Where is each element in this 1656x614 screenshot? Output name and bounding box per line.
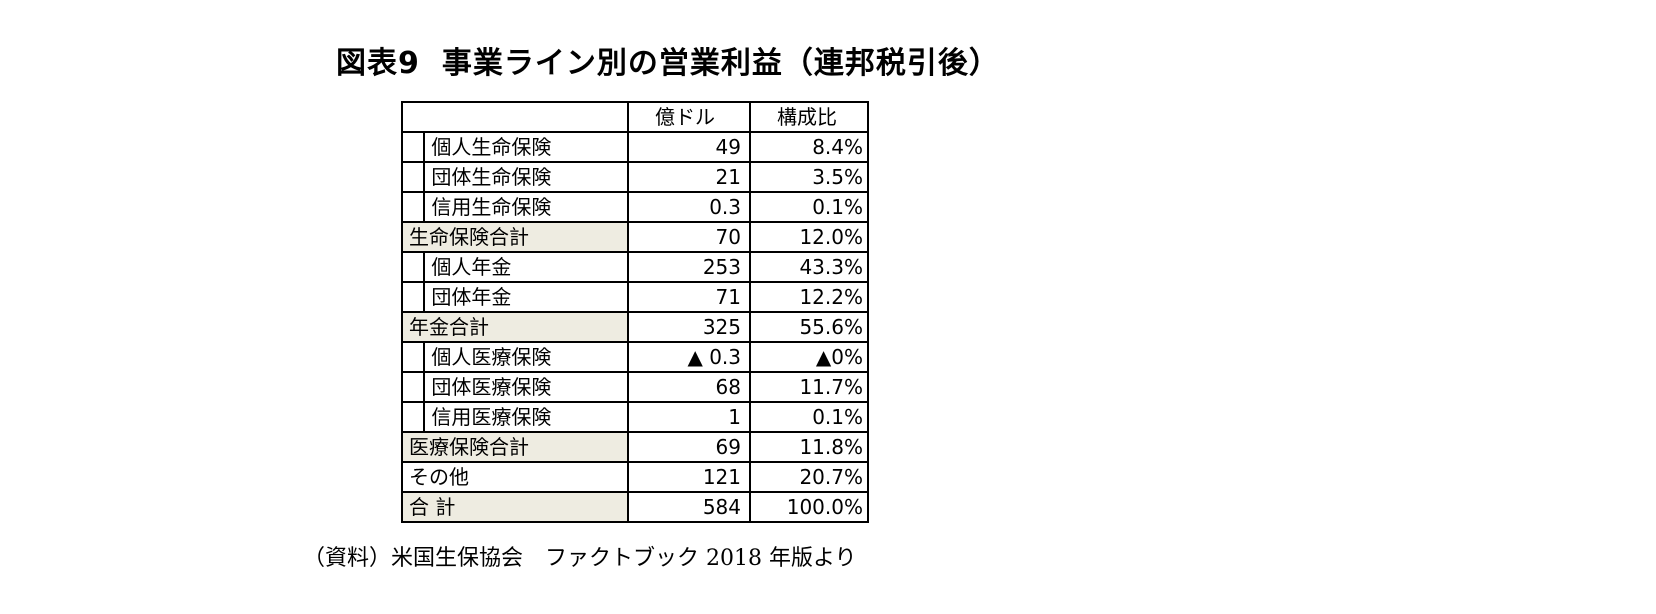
share-cell: 8.4% (750, 131, 869, 163)
figure-title: 図表9 事業ライン別の営業利益（連邦税引後） (336, 38, 1000, 82)
figure-title-text: 事業ライン別の営業利益（連邦税引後） (441, 46, 1000, 81)
amount-cell: 253 (628, 251, 751, 283)
table-row: 信用生命保険 0.3 0.1% (400, 191, 869, 223)
indent-gutter (400, 371, 426, 403)
share-cell: ▲0% (750, 341, 869, 373)
amount-cell: 69 (628, 431, 751, 463)
header-amount: 億ドル (628, 101, 751, 133)
share-cell: 100.0% (750, 491, 869, 523)
share-cell: 20.7% (750, 461, 869, 493)
row-label: その他 (401, 461, 629, 493)
row-label: 個人年金 (424, 251, 629, 283)
table-header-row: 億ドル 構成比 (401, 101, 869, 133)
indent-gutter (400, 251, 426, 283)
indent-gutter (400, 401, 426, 433)
share-cell: 11.7% (750, 371, 869, 403)
amount-cell: 70 (628, 221, 751, 253)
indent-gutter (400, 341, 426, 373)
share-cell: 0.1% (750, 191, 869, 223)
table-row: 信用医療保険 1 0.1% (400, 401, 869, 433)
share-cell: 43.3% (750, 251, 869, 283)
subtotal-label: 生命保険合計 (401, 221, 629, 253)
table-row: 団体医療保険 68 11.7% (400, 371, 869, 403)
amount-cell: 121 (628, 461, 751, 493)
table-row: 医療保険合計 69 11.8% (401, 431, 869, 463)
table-row: 個人医療保険 ▲ 0.3 ▲0% (400, 341, 869, 373)
header-share: 構成比 (750, 101, 869, 133)
subtotal-label: 合 計 (401, 491, 629, 523)
amount-cell: 0.3 (628, 191, 751, 223)
row-label: 個人医療保険 (424, 341, 629, 373)
share-cell: 12.0% (750, 221, 869, 253)
share-cell: 3.5% (750, 161, 869, 193)
amount-cell: 71 (628, 281, 751, 313)
amount-cell: 21 (628, 161, 751, 193)
row-label: 信用医療保険 (424, 401, 629, 433)
amount-cell: 1 (628, 401, 751, 433)
table-row: 年金合計 325 55.6% (401, 311, 869, 343)
table-row: 団体生命保険 21 3.5% (400, 161, 869, 193)
amount-cell: 49 (628, 131, 751, 163)
indent-gutter (400, 131, 426, 163)
row-label: 団体年金 (424, 281, 629, 313)
amount-cell: 325 (628, 311, 751, 343)
subtotal-label: 年金合計 (401, 311, 629, 343)
table-row: 生命保険合計 70 12.0% (401, 221, 869, 253)
indent-gutter (400, 161, 426, 193)
figure-label: 図表9 (336, 46, 420, 81)
table-row: 個人生命保険 49 8.4% (400, 131, 869, 163)
share-cell: 0.1% (750, 401, 869, 433)
row-label: 団体医療保険 (424, 371, 629, 403)
row-label: 信用生命保険 (424, 191, 629, 223)
table-row: その他 121 20.7% (401, 461, 869, 493)
table-row: 合 計 584 100.0% (401, 491, 869, 523)
amount-cell: ▲ 0.3 (628, 341, 751, 373)
amount-cell: 584 (628, 491, 751, 523)
row-label: 団体生命保険 (424, 161, 629, 193)
share-cell: 12.2% (750, 281, 869, 313)
indent-gutter (400, 191, 426, 223)
share-cell: 55.6% (750, 311, 869, 343)
indent-gutter (400, 281, 426, 313)
share-cell: 11.8% (750, 431, 869, 463)
source-note: （資料）米国生保協会 ファクトブック 2018 年版より (303, 546, 857, 571)
table-row: 団体年金 71 12.2% (400, 281, 869, 313)
subtotal-label: 医療保険合計 (401, 431, 629, 463)
operating-income-table: 億ドル 構成比 個人生命保険 49 8.4% 団体生命保険 21 3.5% 信用生命保険 0.… (400, 101, 869, 523)
table-row: 個人年金 253 43.3% (400, 251, 869, 283)
header-corner-cell (401, 101, 629, 133)
amount-cell: 68 (628, 371, 751, 403)
row-label: 個人生命保険 (424, 131, 629, 163)
